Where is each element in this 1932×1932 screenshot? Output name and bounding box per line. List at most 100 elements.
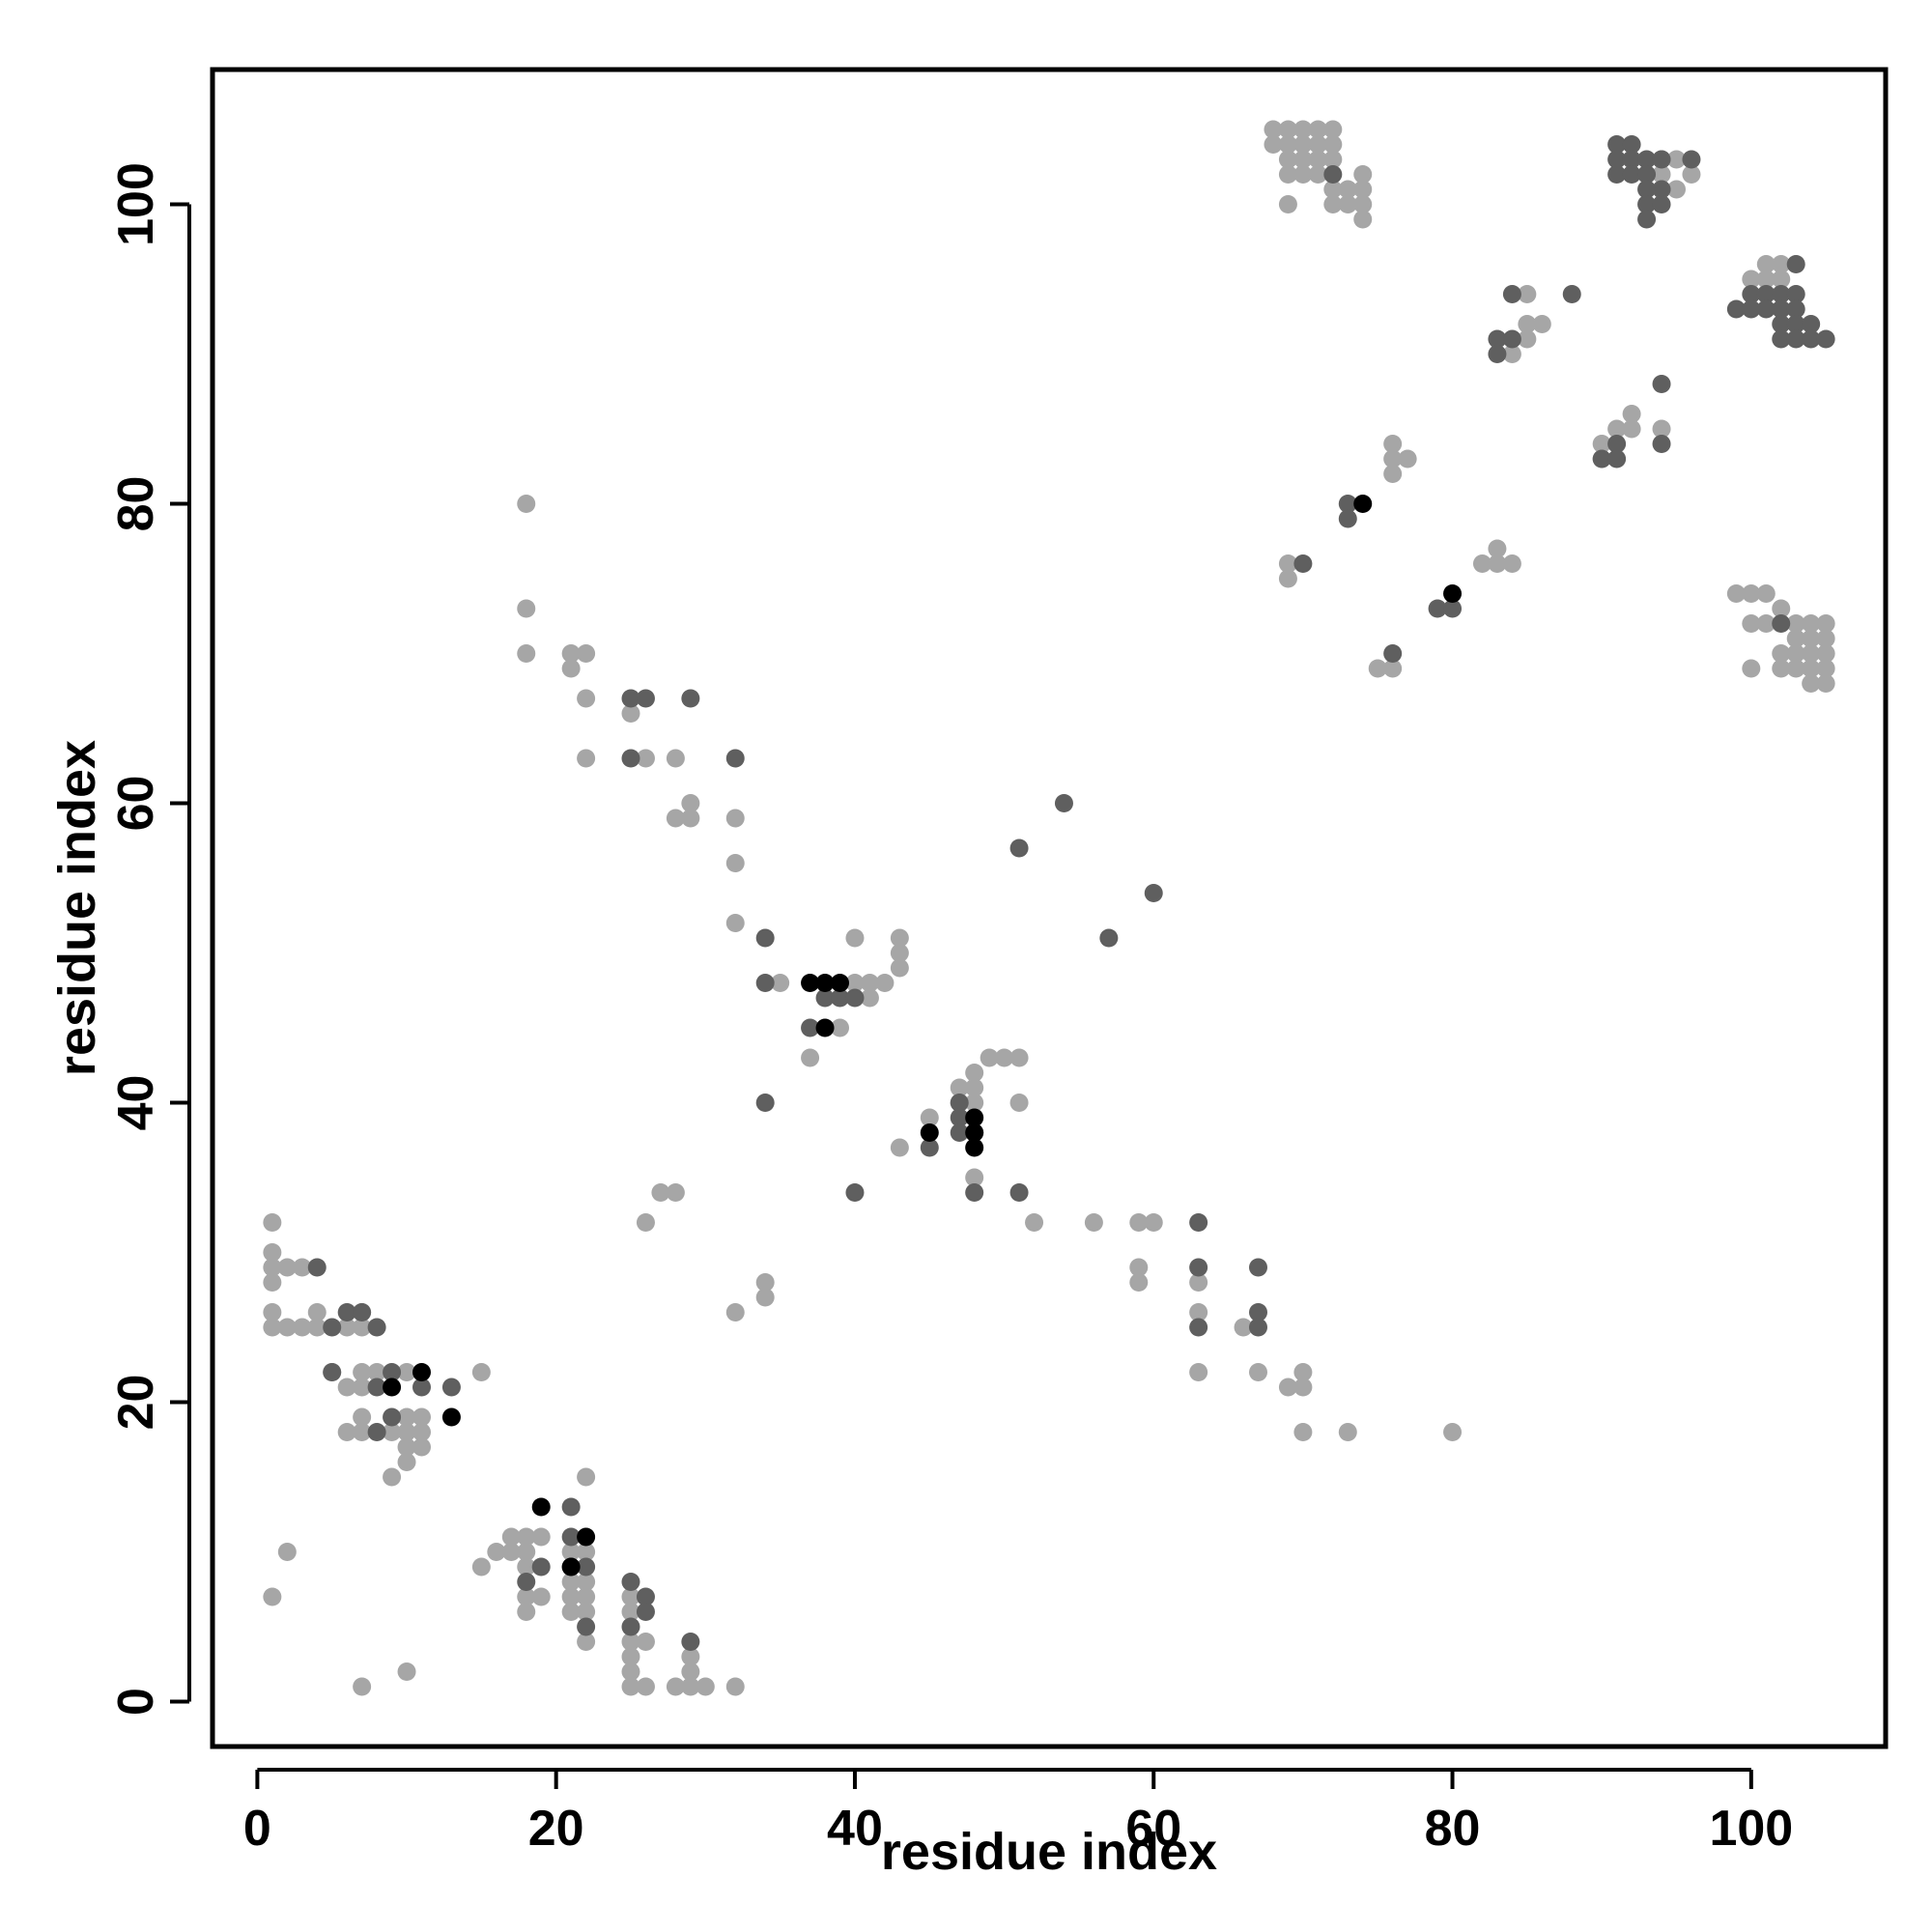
contact-point bbox=[1472, 554, 1492, 573]
contact-point bbox=[1189, 1363, 1208, 1381]
contact-point bbox=[517, 1603, 536, 1621]
contact-point bbox=[471, 1363, 491, 1381]
contact-point bbox=[1293, 1363, 1313, 1381]
contact-point bbox=[890, 944, 909, 962]
contact-point bbox=[1756, 285, 1776, 303]
contact-point bbox=[1637, 165, 1657, 184]
contact-point bbox=[1637, 180, 1657, 199]
contact-point bbox=[1816, 629, 1835, 648]
contact-point bbox=[860, 988, 879, 1008]
contact-point bbox=[681, 794, 700, 812]
contact-point bbox=[531, 1497, 551, 1517]
contact-point bbox=[995, 1048, 1014, 1067]
contact-point bbox=[293, 1258, 312, 1277]
contact-point bbox=[561, 1603, 581, 1621]
contact-point bbox=[1622, 419, 1641, 439]
contact-point bbox=[1009, 1183, 1029, 1202]
contact-point bbox=[815, 1018, 835, 1037]
contact-point bbox=[1772, 315, 1791, 333]
y-tick-label: 0 bbox=[108, 1688, 164, 1716]
contact-point bbox=[397, 1363, 416, 1381]
contact-point bbox=[323, 1363, 342, 1381]
contact-point bbox=[1129, 1258, 1149, 1277]
contact-point bbox=[725, 854, 745, 872]
contact-point bbox=[725, 749, 745, 768]
x-axis-title: residue index bbox=[881, 1823, 1217, 1881]
contact-point bbox=[1189, 1258, 1208, 1277]
contact-point bbox=[965, 1078, 984, 1097]
contact-point bbox=[1293, 165, 1313, 184]
contact-point bbox=[1278, 195, 1297, 213]
contact-point bbox=[337, 1423, 356, 1441]
contact-point bbox=[845, 974, 865, 992]
contact-point bbox=[1772, 599, 1791, 618]
contact-point bbox=[1144, 884, 1163, 902]
contact-point bbox=[1756, 299, 1776, 319]
contact-point bbox=[681, 1662, 700, 1681]
contact-point bbox=[383, 1378, 402, 1397]
contact-point bbox=[1802, 659, 1821, 678]
contact-point bbox=[1772, 285, 1791, 303]
contact-point bbox=[1802, 644, 1821, 663]
contact-point bbox=[577, 1603, 596, 1621]
contact-point bbox=[412, 1437, 431, 1457]
contact-point bbox=[1652, 195, 1671, 213]
contact-point bbox=[621, 689, 640, 708]
contact-point bbox=[1652, 150, 1671, 169]
contact-point bbox=[1622, 405, 1641, 423]
contact-point bbox=[397, 1437, 416, 1457]
contact-point bbox=[577, 749, 596, 768]
contact-point bbox=[1293, 150, 1313, 169]
contact-point bbox=[890, 958, 909, 978]
contact-point bbox=[397, 1407, 416, 1427]
contact-point bbox=[367, 1318, 386, 1337]
contact-point bbox=[1009, 1048, 1029, 1067]
contact-point bbox=[577, 1633, 596, 1651]
contact-point bbox=[1129, 1273, 1149, 1292]
contact-point bbox=[397, 1453, 416, 1471]
contact-point bbox=[1054, 794, 1073, 812]
contact-point bbox=[1652, 435, 1671, 453]
contact-point bbox=[353, 1378, 372, 1397]
contact-point bbox=[1786, 285, 1805, 303]
contact-point bbox=[412, 1363, 431, 1381]
contact-point bbox=[277, 1258, 297, 1277]
contact-point bbox=[1652, 180, 1671, 199]
contact-point bbox=[531, 1587, 551, 1606]
contact-point bbox=[1323, 150, 1343, 169]
contact-point bbox=[1756, 584, 1776, 603]
contact-point bbox=[1816, 614, 1835, 633]
contact-point bbox=[1607, 135, 1627, 154]
contact-point bbox=[1234, 1318, 1253, 1337]
contact-point bbox=[577, 644, 596, 663]
x-tick-label: 0 bbox=[243, 1801, 271, 1857]
contact-point bbox=[1607, 435, 1627, 453]
contact-point bbox=[950, 1094, 969, 1112]
contact-point bbox=[1129, 1213, 1149, 1232]
contact-point bbox=[307, 1258, 327, 1277]
y-tick-label: 80 bbox=[108, 476, 164, 532]
contact-point bbox=[831, 974, 849, 992]
contact-point bbox=[1532, 315, 1551, 333]
contact-point bbox=[1144, 1213, 1163, 1232]
contact-point bbox=[965, 1183, 984, 1202]
y-tick-label: 100 bbox=[108, 162, 164, 246]
contact-point bbox=[1742, 299, 1761, 319]
contact-point bbox=[1772, 644, 1791, 663]
contact-point bbox=[1293, 1423, 1313, 1441]
contact-point bbox=[517, 1557, 536, 1577]
contact-point bbox=[1383, 465, 1403, 483]
contact-point bbox=[263, 1258, 282, 1277]
contact-point bbox=[517, 599, 536, 618]
contact-point bbox=[1323, 120, 1343, 139]
contact-point bbox=[1742, 659, 1761, 678]
contact-point bbox=[561, 1543, 581, 1561]
contact-point bbox=[965, 1064, 984, 1082]
contact-point bbox=[353, 1363, 372, 1381]
contact-point bbox=[1742, 285, 1761, 303]
contact-point bbox=[1353, 495, 1373, 513]
contact-point bbox=[353, 1318, 372, 1337]
contact-point bbox=[323, 1318, 342, 1337]
contact-point bbox=[1189, 1213, 1208, 1232]
